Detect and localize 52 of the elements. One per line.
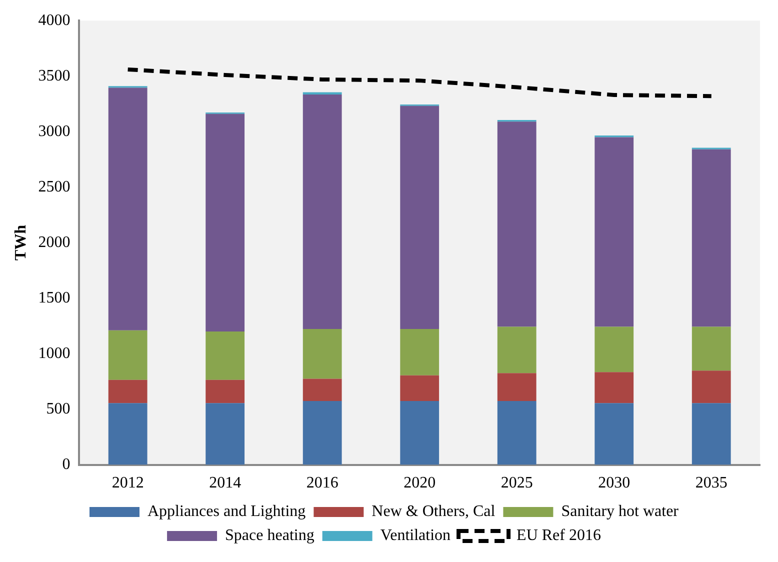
- legend-label: Ventilation: [380, 527, 451, 544]
- legend-label: Appliances and Lighting: [147, 503, 306, 520]
- bar: [302, 400, 342, 465]
- bar: [206, 403, 245, 465]
- y-axis-title: TWh: [12, 224, 30, 260]
- y-tick-label: 2500: [38, 178, 70, 196]
- bar: [400, 375, 440, 401]
- bar: [206, 114, 245, 332]
- bar: [594, 403, 634, 465]
- x-tick-label: 2030: [598, 474, 630, 492]
- bar: [206, 332, 245, 380]
- bar: [497, 326, 536, 374]
- bar: [108, 330, 148, 380]
- x-tick-label: 2025: [500, 474, 533, 492]
- legend-label: Sanitary hot water: [561, 503, 680, 520]
- bar: [108, 380, 148, 404]
- bar: [206, 380, 245, 404]
- bar: [594, 137, 634, 327]
- bar: [400, 400, 440, 465]
- bar: [692, 403, 731, 465]
- bar: [108, 88, 148, 330]
- bar: [497, 122, 536, 327]
- x-tick-label: 2020: [404, 474, 436, 492]
- bar: [400, 328, 440, 376]
- y-tick-label: 1500: [38, 289, 70, 306]
- y-tick-label: 3000: [38, 122, 70, 140]
- y-tick-label: 1000: [38, 344, 70, 362]
- y-tick-label: 2000: [38, 234, 70, 251]
- bar: [302, 378, 342, 401]
- bar: [497, 373, 536, 401]
- x-tick-label: 2012: [112, 474, 144, 492]
- bar: [302, 328, 342, 379]
- y-tick-label: 3500: [38, 67, 70, 84]
- legend-label: EU Ref 2016: [516, 527, 601, 544]
- x-tick-label: 2035: [695, 474, 728, 492]
- bar: [108, 403, 148, 465]
- bar: [692, 370, 731, 404]
- x-tick-label: 2016: [306, 474, 338, 492]
- bar: [594, 372, 634, 404]
- x-tick-label: 2014: [209, 474, 242, 492]
- bar: [692, 149, 731, 327]
- legend-label: New & Others, Cal: [372, 503, 496, 520]
- bar: [497, 400, 536, 465]
- bar: [400, 106, 440, 329]
- legend-label: Space heating: [225, 527, 314, 544]
- bar: [692, 326, 731, 371]
- line-series: [126, 67, 714, 98]
- bar: [594, 326, 634, 372]
- bar: [302, 94, 342, 329]
- y-tick-label: 0: [62, 456, 70, 474]
- y-tick-label: 4000: [38, 12, 70, 29]
- y-tick-label: 500: [46, 400, 70, 418]
